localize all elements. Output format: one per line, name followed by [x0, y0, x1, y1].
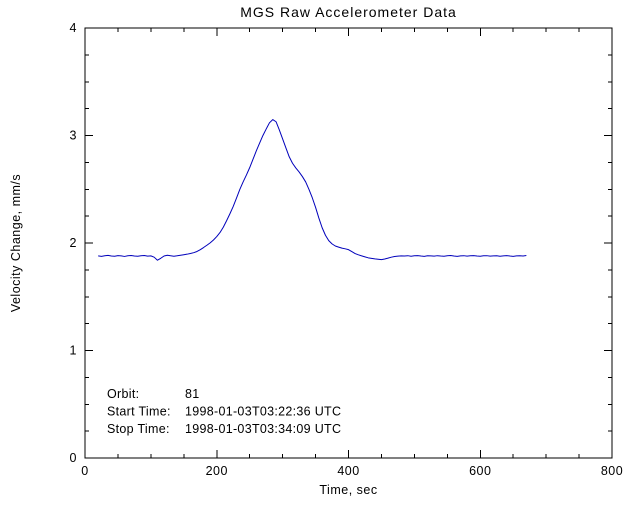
y-tick-label: 0 — [70, 451, 77, 465]
annotation-label: Orbit: — [107, 387, 139, 401]
x-tick-label: 0 — [81, 464, 88, 478]
y-tick-label: 3 — [70, 129, 77, 143]
annotation-value: 1998-01-03T03:22:36 UTC — [185, 405, 341, 419]
annotation-value: 81 — [185, 387, 200, 401]
chart-title: MGS Raw Accelerometer Data — [240, 4, 457, 20]
data-line-velocity-change — [98, 119, 527, 261]
y-tick-label: 1 — [70, 344, 77, 358]
axes-frame — [84, 27, 613, 459]
y-axis-label: Velocity Change, mm/s — [9, 174, 23, 312]
y-tick-label: 4 — [70, 21, 77, 35]
y-tick-label: 2 — [70, 236, 77, 250]
annotation-label: Start Time: — [107, 405, 171, 419]
annotation-label: Stop Time: — [107, 422, 170, 436]
x-tick-label: 800 — [601, 464, 623, 478]
x-tick-label: 200 — [206, 464, 228, 478]
x-tick-label: 600 — [469, 464, 491, 478]
x-tick-label: 400 — [337, 464, 359, 478]
x-axis-label: Time, sec — [319, 483, 377, 497]
annotation-value: 1998-01-03T03:34:09 UTC — [185, 422, 341, 436]
